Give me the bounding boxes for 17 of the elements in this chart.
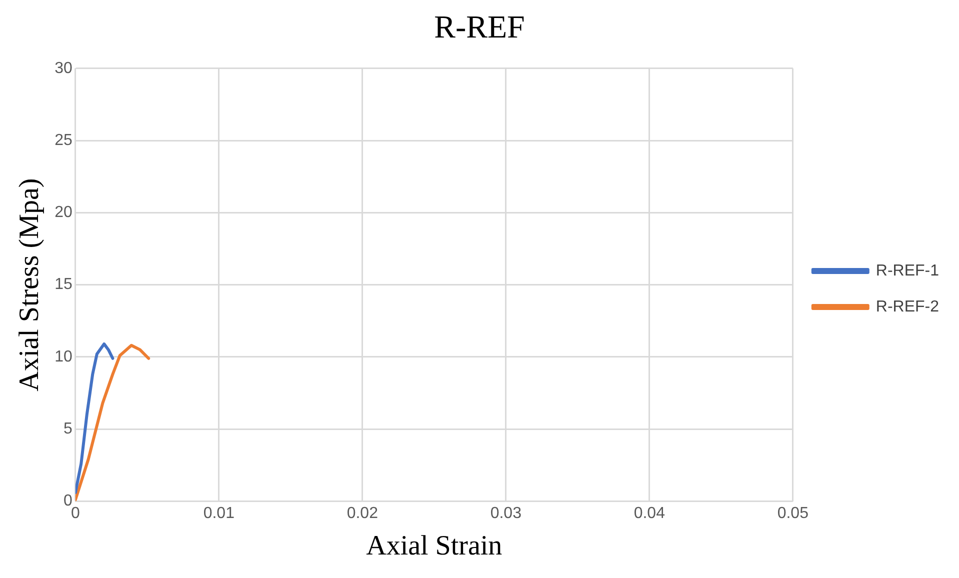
x-tick-label: 0.05: [777, 505, 809, 522]
legend-label: R-REF-2: [876, 298, 940, 316]
chart-title: R-REF: [434, 8, 525, 45]
y-tick-label: 25: [54, 132, 72, 149]
legend-label: R-REF-1: [876, 262, 940, 280]
x-tick-label: 0.04: [634, 505, 666, 522]
x-axis-title: Axial Strain: [366, 530, 502, 562]
x-tick-label: 0.02: [346, 505, 378, 522]
x-tick-label: 0.03: [490, 505, 522, 522]
y-tick-label: 5: [63, 420, 72, 438]
y-tick-label: 30: [54, 60, 72, 77]
y-axis-title: Axial Stress (Mpa): [14, 178, 46, 392]
y-tick-label: 0: [63, 492, 72, 510]
y-tick-label: 10: [54, 348, 72, 366]
x-tick-label: 0.01: [203, 505, 235, 522]
y-tick-label: 20: [54, 204, 72, 222]
y-tick-label: 15: [54, 276, 72, 294]
